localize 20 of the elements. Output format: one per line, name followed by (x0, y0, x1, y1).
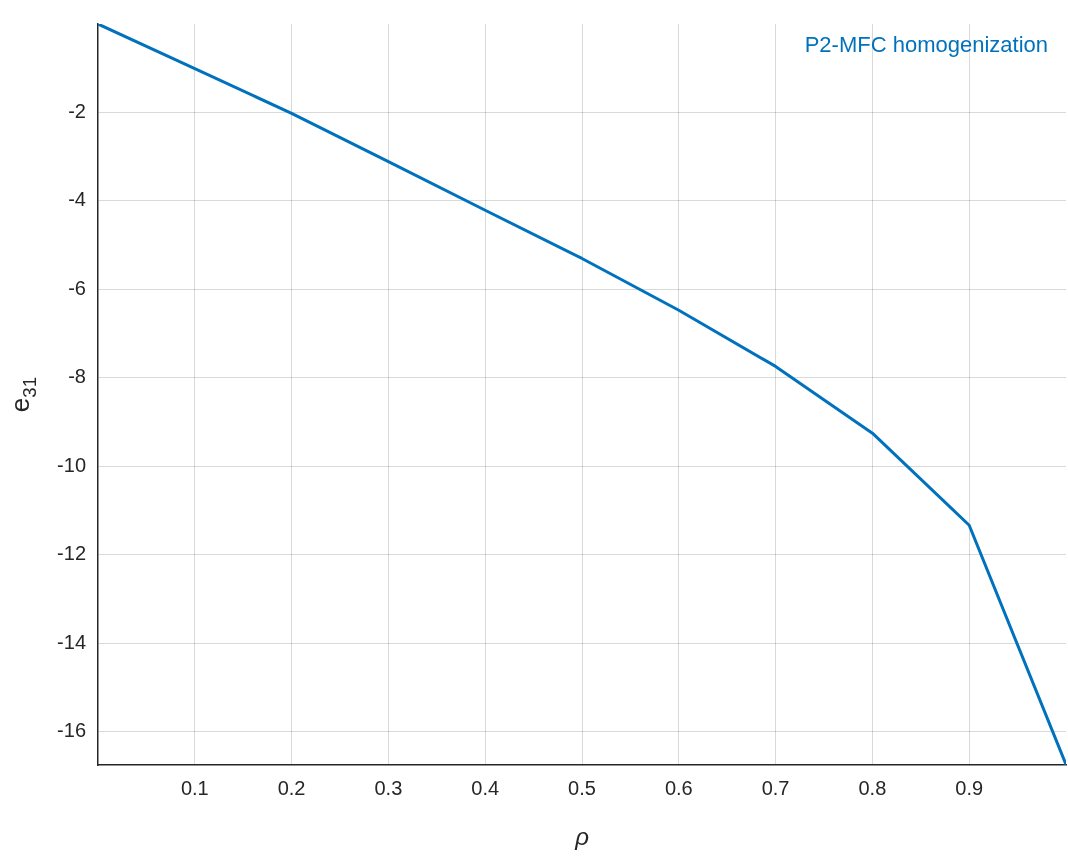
y-tick-label: -12 (57, 542, 86, 565)
x-tick-label: 0.2 (277, 776, 306, 799)
x-tick-label: 0.4 (471, 776, 500, 799)
y-tick-label: -2 (68, 99, 86, 122)
y-tick-label: -6 (68, 276, 86, 299)
y-tick-label: -4 (68, 188, 86, 211)
text: P2-MFC homogenization (804, 32, 1048, 58)
x-tick-label: 0.5 (568, 776, 596, 799)
y-tick-label: -16 (57, 719, 86, 742)
x-tick-label: 0.9 (955, 776, 984, 799)
x-tick-label: 0.8 (858, 776, 887, 799)
y-tick-label: -10 (57, 453, 86, 476)
x-tick-label: 0.6 (664, 776, 693, 799)
y-tick-label: -8 (68, 365, 86, 388)
y-axis-title: e31 (5, 376, 41, 413)
x-axis-title: ρ (574, 822, 590, 850)
y-tick-label: -14 (57, 630, 86, 653)
x-tick-label: 0.3 (374, 776, 403, 799)
x-tick-label: 0.1 (180, 776, 209, 799)
x-tick-label: 0.7 (761, 776, 790, 799)
